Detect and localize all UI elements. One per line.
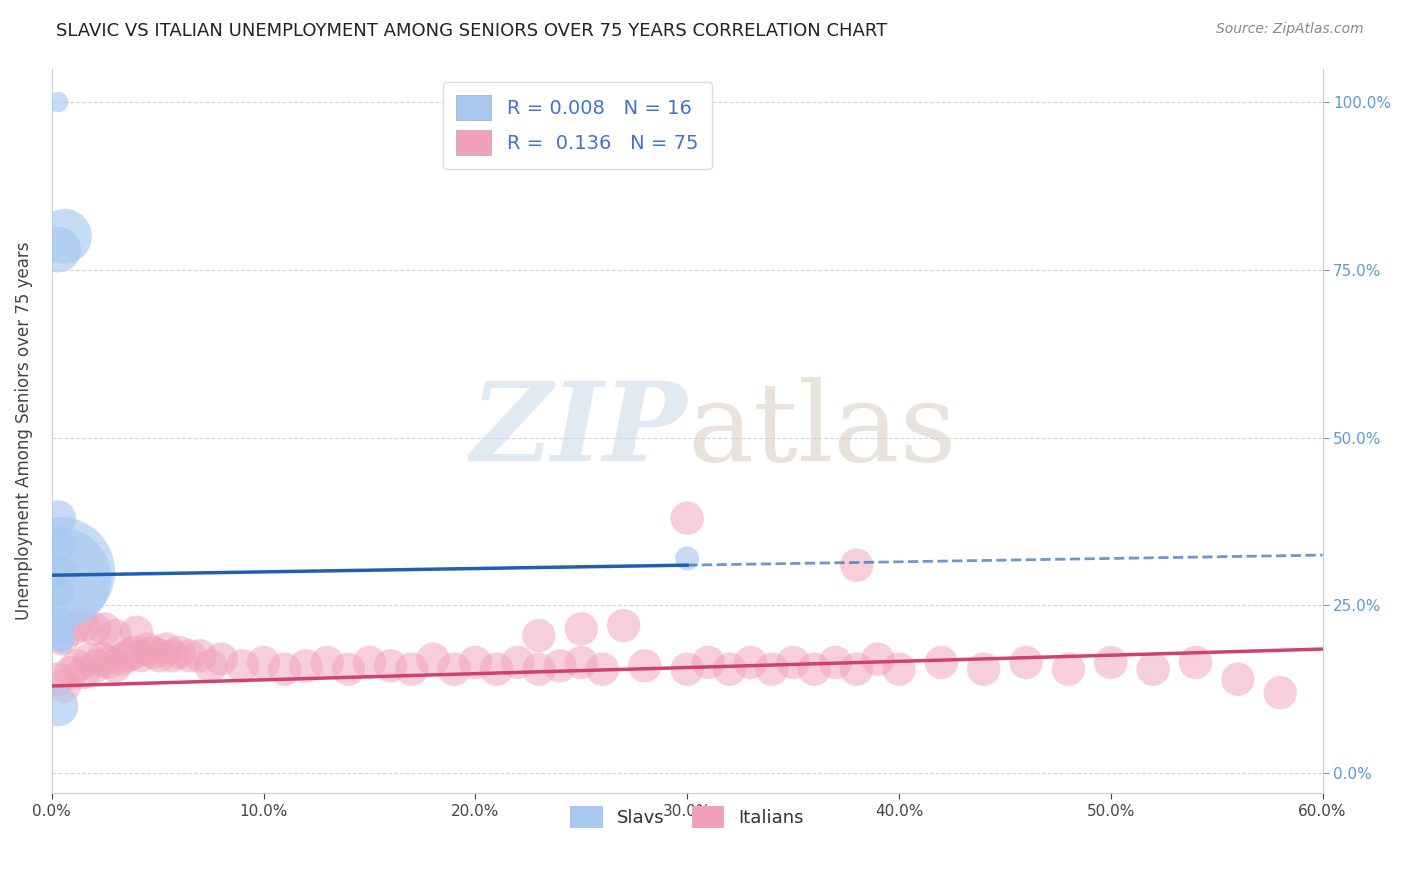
Point: [136, 642, 159, 657]
Y-axis label: Unemployment Among Seniors over 75 years: Unemployment Among Seniors over 75 years: [15, 242, 32, 620]
Point: [46, 699, 69, 714]
Point: [49, 572, 72, 586]
Point: [931, 656, 953, 670]
Point: [49, 615, 72, 630]
Point: [676, 511, 699, 525]
Point: [866, 652, 889, 666]
Point: [66, 658, 89, 673]
Point: [111, 652, 134, 666]
Point: [1142, 662, 1164, 676]
Point: [887, 662, 910, 676]
Point: [359, 656, 381, 670]
Point: [209, 652, 232, 666]
Point: [129, 648, 152, 663]
Point: [803, 662, 825, 676]
Point: [155, 642, 177, 657]
Point: [200, 658, 222, 673]
Point: [718, 662, 741, 676]
Point: [527, 629, 550, 643]
Point: [51, 632, 73, 646]
Point: [548, 658, 571, 673]
Point: [274, 662, 297, 676]
Point: [62, 622, 84, 636]
Point: [91, 652, 114, 666]
Point: [401, 662, 423, 676]
Point: [83, 622, 105, 636]
Point: [316, 656, 339, 670]
Point: [142, 645, 165, 659]
Point: [634, 658, 657, 673]
Point: [740, 656, 762, 670]
Point: [676, 662, 699, 676]
Point: [49, 622, 72, 636]
Point: [79, 652, 101, 666]
Point: [46, 672, 69, 686]
Point: [53, 679, 76, 693]
Point: [167, 645, 190, 659]
Point: [845, 662, 868, 676]
Point: [97, 656, 120, 670]
Point: [697, 656, 720, 670]
Point: [125, 625, 148, 640]
Point: [422, 652, 444, 666]
Text: SLAVIC VS ITALIAN UNEMPLOYMENT AMONG SENIORS OVER 75 YEARS CORRELATION CHART: SLAVIC VS ITALIAN UNEMPLOYMENT AMONG SEN…: [56, 22, 887, 40]
Point: [149, 648, 172, 663]
Point: [104, 629, 127, 643]
Point: [124, 645, 146, 659]
Point: [1270, 686, 1292, 700]
Point: [824, 656, 846, 670]
Point: [72, 618, 94, 632]
Point: [51, 632, 73, 646]
Point: [51, 565, 73, 579]
Point: [49, 585, 72, 599]
Point: [569, 656, 592, 670]
Point: [1226, 672, 1249, 686]
Point: [761, 662, 783, 676]
Point: [506, 656, 529, 670]
Point: [252, 656, 274, 670]
Text: ZIP: ZIP: [471, 377, 688, 484]
Point: [591, 662, 613, 676]
Point: [1184, 656, 1206, 670]
Point: [1015, 656, 1038, 670]
Point: [231, 658, 253, 673]
Point: [188, 648, 211, 663]
Point: [569, 622, 592, 636]
Point: [46, 243, 69, 257]
Point: [51, 635, 73, 649]
Point: [295, 658, 318, 673]
Point: [676, 551, 699, 566]
Point: [464, 656, 486, 670]
Text: atlas: atlas: [688, 377, 957, 484]
Point: [162, 648, 184, 663]
Legend: Slavs, Italians: Slavs, Italians: [562, 798, 811, 835]
Point: [973, 662, 995, 676]
Point: [46, 511, 69, 525]
Point: [46, 95, 69, 109]
Point: [51, 625, 73, 640]
Point: [485, 662, 508, 676]
Point: [613, 618, 636, 632]
Point: [782, 656, 804, 670]
Text: Source: ZipAtlas.com: Source: ZipAtlas.com: [1216, 22, 1364, 37]
Point: [443, 662, 465, 676]
Point: [337, 662, 360, 676]
Point: [84, 658, 107, 673]
Point: [72, 665, 94, 680]
Point: [179, 648, 201, 663]
Point: [1057, 662, 1080, 676]
Point: [46, 538, 69, 552]
Point: [527, 662, 550, 676]
Point: [49, 565, 72, 579]
Point: [1099, 656, 1122, 670]
Point: [93, 622, 115, 636]
Point: [53, 229, 76, 244]
Point: [104, 658, 127, 673]
Point: [380, 658, 402, 673]
Point: [117, 648, 139, 663]
Point: [59, 665, 82, 680]
Point: [845, 558, 868, 573]
